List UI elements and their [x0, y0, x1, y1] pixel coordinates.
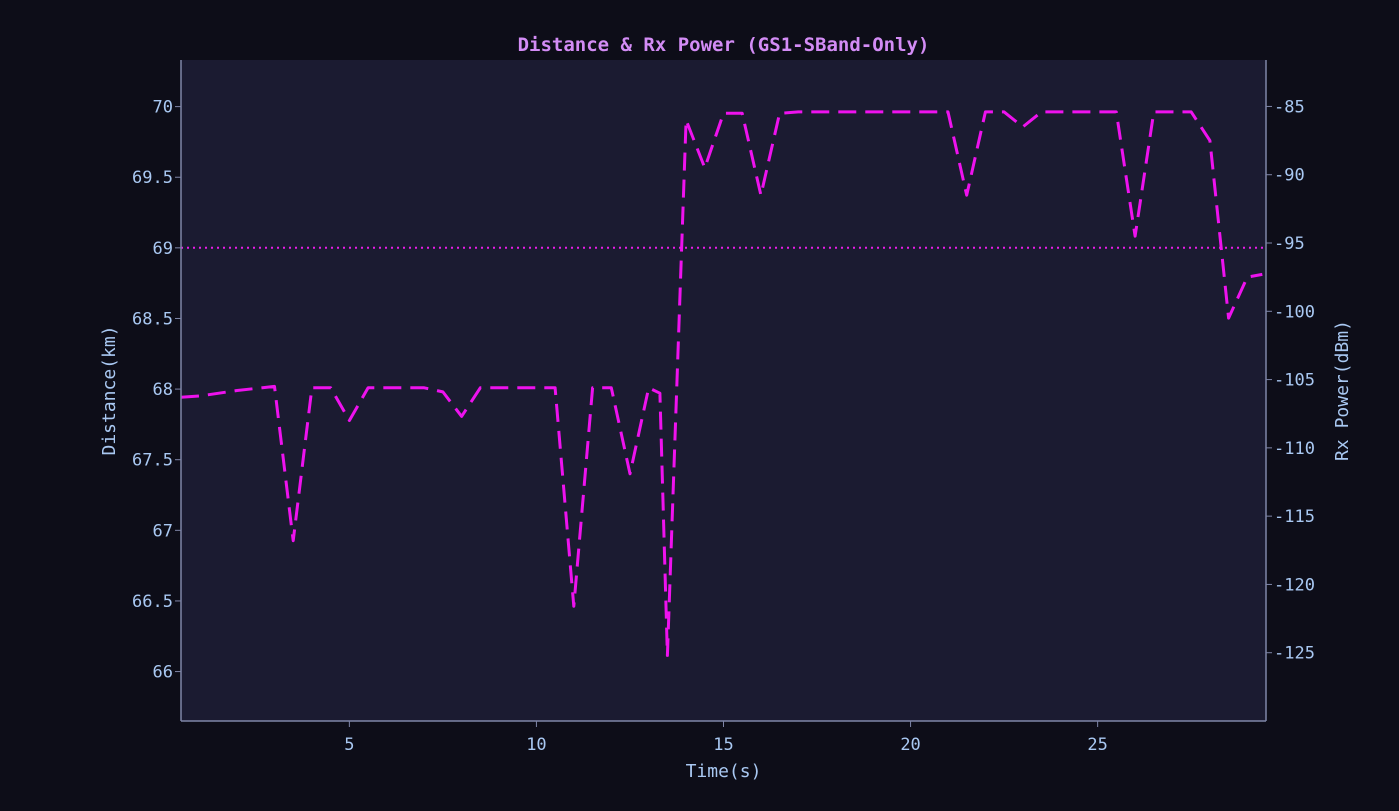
y-right-tick-label: -120 — [1274, 575, 1315, 595]
y-left-axis-label: Distance(km) — [99, 325, 120, 455]
plot-area — [181, 60, 1266, 721]
y-left-tick-label: 66 — [153, 663, 173, 683]
rx-power-line — [180, 110, 1263, 657]
y-left-tick-label: 68 — [153, 380, 173, 400]
y-right-tick-label: -125 — [1274, 644, 1315, 664]
y-right-tick-label: -105 — [1274, 371, 1315, 391]
y-right-tick-label: -95 — [1274, 234, 1305, 254]
y-right-axis-label: Rx Power(dBm) — [1332, 320, 1353, 461]
x-tick-label: 5 — [344, 735, 354, 755]
y-right-tick-label: -115 — [1274, 507, 1315, 527]
y-right-tick-label: -100 — [1274, 302, 1315, 322]
y-right-tick-label: -110 — [1274, 439, 1315, 459]
y-right-tick-label: -85 — [1274, 97, 1305, 117]
x-tick-label: 15 — [713, 735, 733, 755]
y-left-tick-label: 69.5 — [132, 168, 173, 188]
y-right-tick-label: -90 — [1274, 166, 1305, 186]
x-axis-label: Time(s) — [686, 761, 762, 782]
y-left-tick-label: 69 — [153, 239, 173, 259]
y-left-tick-label: 66.5 — [132, 592, 173, 612]
x-tick-label: 25 — [1087, 735, 1107, 755]
y-left-tick-label: 67.5 — [132, 451, 173, 471]
chart-title: Distance & Rx Power (GS1-SBand-Only) — [518, 34, 930, 56]
y-left-tick-label: 70 — [153, 98, 173, 118]
y-left-tick-label: 67 — [153, 521, 173, 541]
x-tick-label: 10 — [526, 735, 546, 755]
x-tick-label: 20 — [900, 735, 920, 755]
y-left-tick-label: 68.5 — [132, 309, 173, 329]
